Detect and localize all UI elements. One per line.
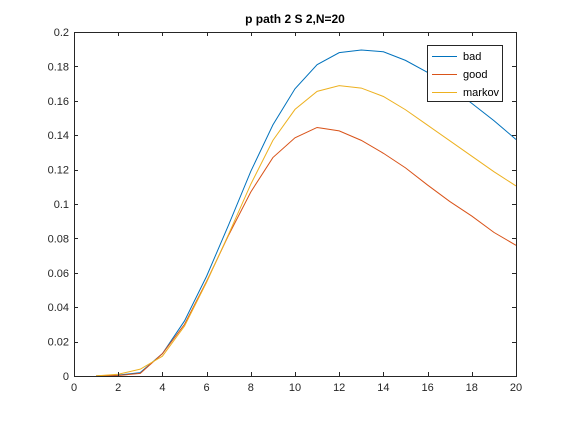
chart-title: p path 2 S 2,N=20 xyxy=(245,12,345,26)
y-tick-label: 0.02 xyxy=(48,337,69,349)
y-tick-label: 0.12 xyxy=(48,165,69,177)
y-tick-label: 0.04 xyxy=(48,302,69,314)
x-tick-label: 20 xyxy=(510,382,522,394)
x-tick-label: 18 xyxy=(466,382,478,394)
legend-label-markov: markov xyxy=(463,87,500,99)
y-tick-label: 0.2 xyxy=(54,27,69,39)
y-tick-label: 0.18 xyxy=(48,61,69,73)
y-tick-label: 0.06 xyxy=(48,268,69,280)
series-line-good xyxy=(96,126,517,377)
series-line-markov xyxy=(96,85,517,377)
x-tick-label: 0 xyxy=(71,382,77,394)
y-tick-label: 0.14 xyxy=(48,130,69,142)
y-tick-label: 0.08 xyxy=(48,233,69,245)
x-tick-label: 14 xyxy=(377,382,389,394)
y-tick-label: 0.1 xyxy=(54,199,69,211)
legend-label-good: good xyxy=(463,69,487,81)
legend-label-bad: bad xyxy=(463,51,481,63)
y-tick-label: 0.16 xyxy=(48,96,69,108)
x-tick-label: 10 xyxy=(289,382,301,394)
x-tick-label: 2 xyxy=(115,382,121,394)
x-tick-label: 6 xyxy=(204,382,210,394)
legend: bad good markov xyxy=(427,45,503,102)
axes-layer: 0 2 4 6 8 10 12 14 16 18 20 0 0.02 0.04 0.06 0.08 0.1 0.1… xyxy=(48,27,523,394)
x-tick-label: 4 xyxy=(159,382,165,394)
x-tick-label: 12 xyxy=(333,382,345,394)
x-tick-label: 16 xyxy=(421,382,433,394)
x-tick-label: 8 xyxy=(248,382,254,394)
y-tick-label: 0 xyxy=(63,371,69,383)
